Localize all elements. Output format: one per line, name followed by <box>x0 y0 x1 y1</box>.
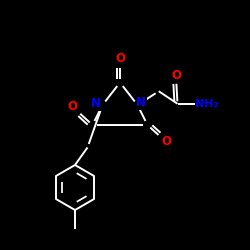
Text: N: N <box>136 96 146 109</box>
Text: NH₂: NH₂ <box>195 99 218 109</box>
Text: O: O <box>68 100 78 113</box>
Text: N: N <box>91 97 101 110</box>
Text: O: O <box>171 69 181 82</box>
Text: O: O <box>115 52 125 65</box>
Text: O: O <box>161 135 171 148</box>
